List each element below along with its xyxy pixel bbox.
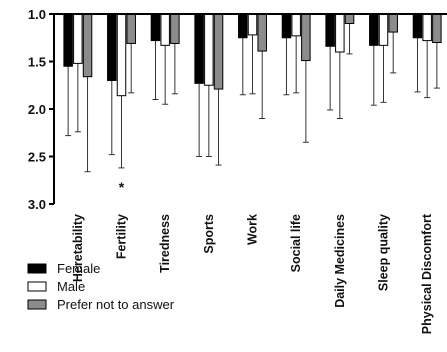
y-tick-label: 2.5: [28, 150, 46, 165]
bar: [432, 13, 442, 43]
y-tick-label: 3.0: [28, 197, 46, 212]
bar: [194, 13, 204, 84]
category-label: Heretability: [71, 214, 85, 282]
legend-swatch: [27, 299, 47, 310]
legend-label: Male: [57, 279, 85, 294]
legend-swatch: [27, 263, 47, 274]
category-label: Sports: [202, 214, 216, 254]
bar: [301, 13, 311, 62]
bar: [247, 13, 258, 36]
bar: [238, 13, 248, 39]
category-label: Physical Discomfort: [420, 213, 434, 334]
category-labels: Heretability Fertility Tiredness Sports Work…: [71, 213, 434, 334]
bar: [126, 13, 136, 44]
bar: [422, 13, 432, 42]
bar: [170, 13, 180, 44]
y-axis-ticks: 1.0 1.5 2.0 2.5 3.0: [28, 7, 54, 212]
bar: [378, 13, 389, 46]
bar: [325, 13, 335, 47]
bar: [160, 13, 170, 46]
bar: [388, 13, 398, 33]
legend-label: Female: [57, 261, 100, 276]
category-label: Daily Medicines: [333, 214, 347, 308]
significance-marker: *: [119, 179, 125, 195]
category-label: Work: [246, 214, 260, 245]
legend-swatch: [27, 281, 47, 292]
bar: [344, 13, 355, 24]
category-label: Tiredness: [158, 214, 172, 273]
bar: [213, 13, 224, 90]
bar: [291, 13, 301, 37]
bar: [281, 13, 292, 39]
y-tick-label: 1.0: [28, 7, 46, 22]
bar-group: [63, 13, 442, 173]
axes: [53, 13, 447, 204]
bar: [150, 13, 161, 42]
category-label: Social life: [289, 214, 303, 272]
bar: [412, 13, 423, 39]
bar: [107, 13, 117, 81]
bar: [116, 13, 127, 97]
bar: [63, 13, 73, 67]
annotations: *: [119, 179, 125, 195]
bar: [204, 13, 214, 86]
bar: [369, 13, 379, 46]
bar: [82, 13, 93, 78]
bar: [73, 13, 83, 64]
category-label: Fertility: [115, 214, 129, 259]
legend: Female Male Prefer not to answer: [27, 261, 175, 312]
legend-label: Prefer not to answer: [57, 297, 175, 312]
y-tick-label: 1.5: [28, 55, 46, 70]
category-label: Sleep quality: [377, 214, 391, 291]
y-tick-label: 2.0: [28, 102, 46, 117]
bar: [335, 13, 345, 53]
bar: [257, 13, 267, 52]
